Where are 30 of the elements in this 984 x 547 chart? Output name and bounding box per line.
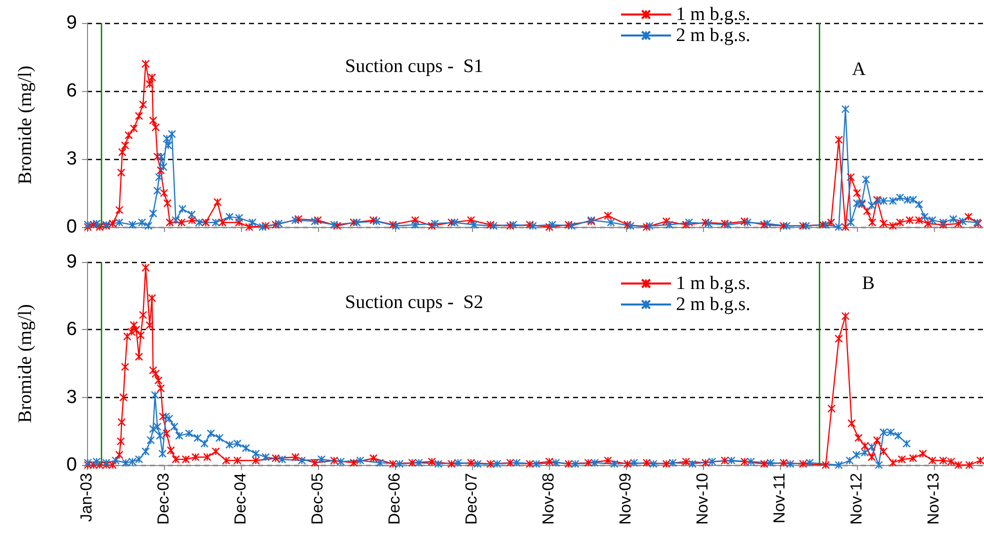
annotation: Suction cups - S2	[345, 292, 484, 313]
y-axis-title: Bromide (mg/l)	[15, 304, 36, 423]
x-tick-label: Nov-08	[540, 472, 558, 525]
x-tick-label: Nov-11	[772, 472, 789, 524]
legend-label: 2 m b.g.s.	[676, 294, 750, 315]
legend-label: 2 m b.g.s.	[676, 25, 750, 46]
y-tick-label: 0	[66, 216, 77, 238]
x-tick-label: Dec-03	[156, 472, 173, 525]
y-tick-label: 6	[66, 319, 77, 340]
x-tick-label: Jan-03	[78, 472, 96, 522]
y-tick-label: 6	[66, 80, 77, 102]
annotation: A	[852, 59, 866, 80]
x-tick-label: Nov-13	[926, 472, 943, 525]
y-tick-label: 3	[66, 386, 77, 408]
y-tick-label: 0	[66, 454, 77, 476]
y-tick-label: 9	[66, 12, 77, 34]
y-axis-title: Bromide (mg/l)	[15, 66, 36, 184]
x-tick-label: Dec-07	[464, 472, 481, 525]
y-tick-label: 9	[66, 252, 77, 272]
legend-label: 1 m b.g.s.	[676, 273, 750, 294]
annotation: B	[862, 273, 875, 294]
x-tick-label: Dec-05	[310, 472, 327, 525]
legend-label: 1 m b.g.s.	[676, 4, 750, 25]
x-tick-label: Dec-06	[386, 472, 404, 525]
y-tick-label: 3	[66, 148, 77, 170]
x-tick-label: Nov-10	[694, 472, 712, 525]
x-tick-label: Dec-04	[232, 472, 250, 525]
x-tick-label: Nov-09	[618, 472, 635, 525]
annotation: Suction cups - S1	[345, 56, 484, 77]
x-tick-label: Nov-12	[848, 472, 866, 525]
